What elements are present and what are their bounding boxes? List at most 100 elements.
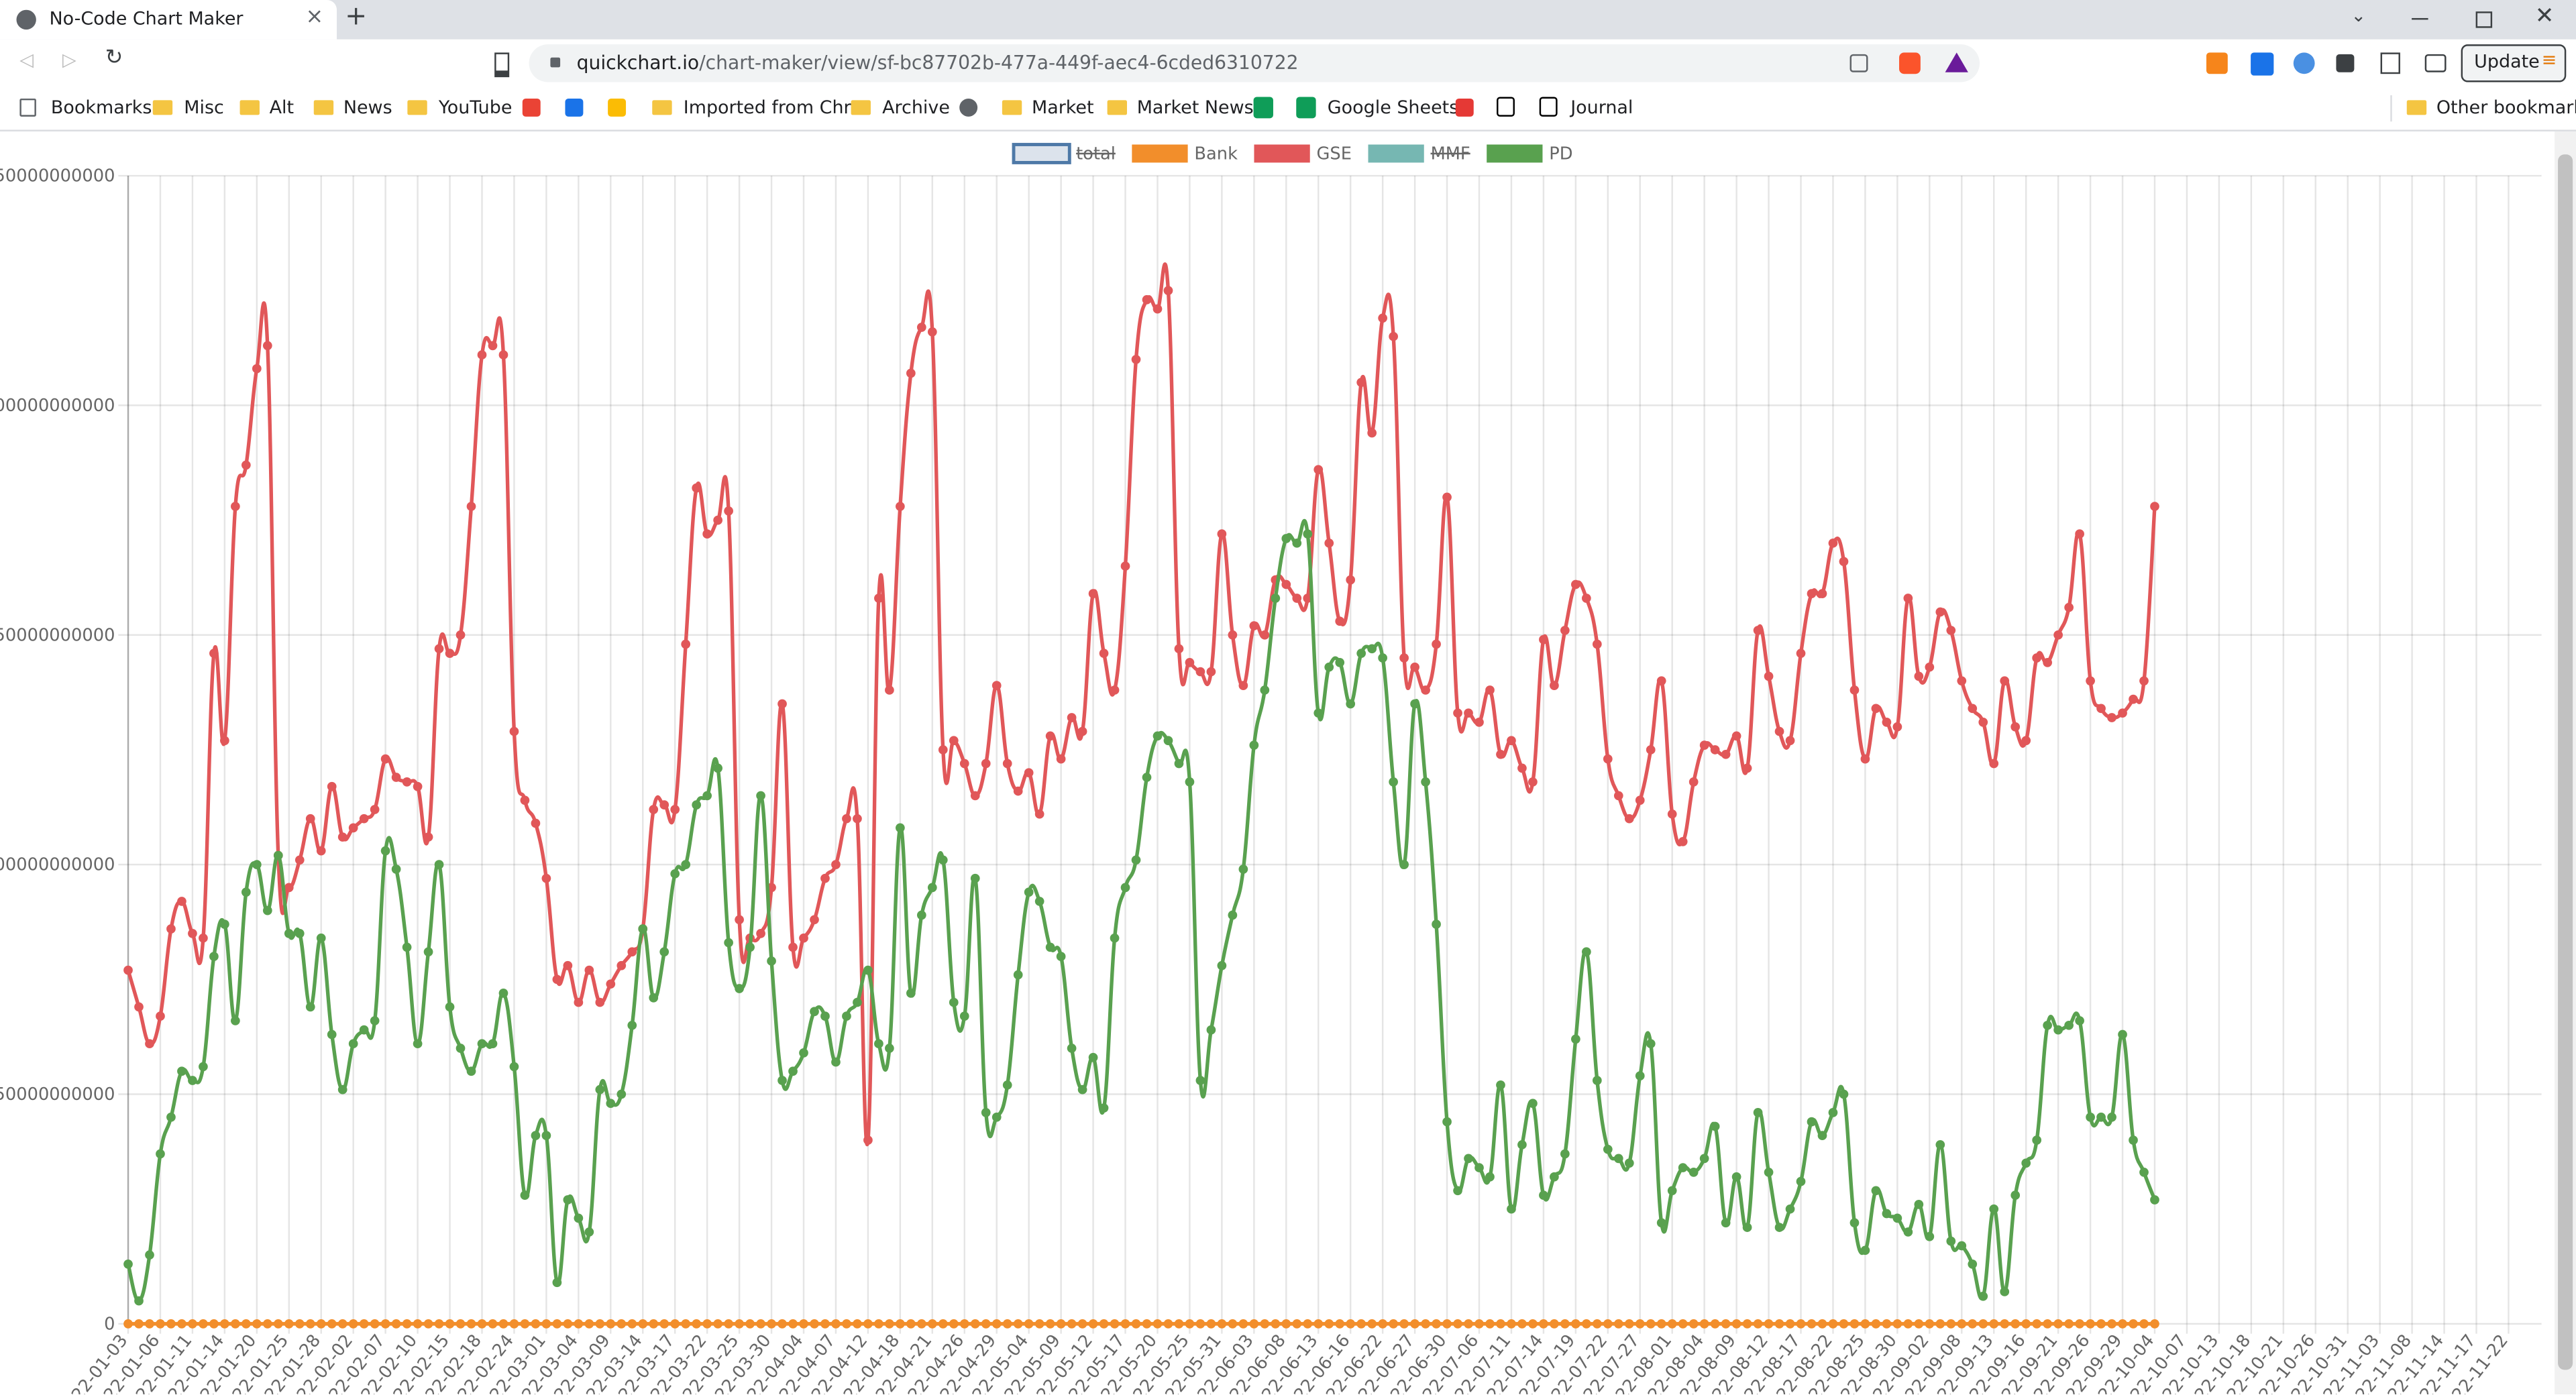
data-point [1249, 621, 1259, 630]
bookmark[interactable]: Bookmarks [50, 97, 152, 119]
gmail-icon[interactable] [522, 98, 541, 117]
data-point [831, 860, 841, 870]
data-point [896, 823, 905, 833]
data-point [563, 1195, 573, 1205]
sidebar[interactable] [2380, 52, 2400, 74]
data-point [1935, 1139, 1945, 1150]
data-point [799, 933, 808, 943]
data-point [885, 685, 894, 695]
rewards-icon[interactable] [1945, 52, 1968, 72]
other-bookmarks[interactable]: Other bookmarks [2436, 97, 2576, 119]
back[interactable]: ◁ [19, 49, 34, 71]
data-point [1742, 1223, 1752, 1232]
active-tab[interactable]: No-Code Chart Maker × [0, 0, 337, 40]
data-point [466, 1066, 476, 1076]
forward[interactable]: ▷ [62, 49, 76, 71]
bookmark[interactable]: Archive [882, 97, 950, 119]
new-tab[interactable]: + [345, 0, 368, 32]
data-point [1710, 745, 1720, 755]
data-point [1174, 1319, 1184, 1329]
bookmark[interactable]: Market [1031, 97, 1094, 119]
bookmark-star[interactable] [494, 52, 510, 78]
data-point [262, 1319, 272, 1329]
data-point [1731, 1172, 1741, 1182]
data-point [241, 1319, 251, 1329]
data-point [1077, 1084, 1087, 1095]
data-point [1989, 1319, 1999, 1329]
close-window[interactable]: ✕ [2534, 3, 2555, 30]
reload[interactable]: ↻ [105, 46, 123, 71]
red-icon[interactable] [1455, 98, 1474, 117]
data-point [1238, 864, 1248, 874]
update-button[interactable]: Update ≡ [2461, 44, 2567, 82]
bookmark[interactable]: Journal [1570, 97, 1633, 119]
scroll-thumb[interactable] [2558, 154, 2573, 1370]
data-point [702, 791, 712, 801]
data-point [1807, 1319, 1817, 1329]
data-point [595, 997, 605, 1007]
share-icon[interactable] [1849, 54, 1868, 72]
tab-search[interactable]: ⌄ [2351, 5, 2367, 27]
data-point [1968, 1260, 1978, 1269]
data-point [166, 924, 176, 934]
brave-icon[interactable] [1899, 52, 1921, 74]
data-point [670, 869, 680, 879]
data-point [1678, 1163, 1688, 1172]
data-point [1603, 754, 1613, 764]
wallet[interactable] [2424, 54, 2447, 72]
data-point [1935, 1319, 1945, 1329]
legend-label[interactable]: PD [1549, 144, 1572, 164]
data-point [241, 887, 251, 897]
keep-icon[interactable] [608, 98, 627, 117]
bookmark[interactable]: Misc [184, 97, 224, 119]
legend-label[interactable]: Bank [1194, 144, 1238, 164]
data-point [466, 1319, 476, 1329]
notion-icon[interactable] [1497, 97, 1515, 117]
data-point [1045, 942, 1055, 952]
bookmark[interactable]: Alt [269, 97, 294, 119]
ext-metamask[interactable] [2206, 52, 2228, 74]
bookmark[interactable]: Google Sheets [1327, 97, 1459, 119]
restore[interactable] [2475, 11, 2493, 28]
data-point [885, 1044, 894, 1053]
bookmark[interactable]: Imported from Chr... [683, 97, 867, 119]
sheets-icon [1296, 97, 1316, 119]
data-point [1903, 1227, 1913, 1237]
data-point [2129, 1135, 2138, 1145]
data-point [606, 979, 616, 989]
data-point [231, 1319, 240, 1329]
data-point [1517, 1319, 1527, 1329]
bookmark[interactable]: News [343, 97, 392, 119]
legend-label[interactable]: GSE [1317, 144, 1352, 164]
tab-close[interactable]: × [305, 5, 324, 30]
data-point [294, 1319, 305, 1329]
ext-blue[interactable] [2293, 52, 2315, 74]
data-point [199, 1319, 208, 1329]
data-point [252, 364, 262, 374]
data-point [1603, 1319, 1613, 1329]
bookmark[interactable]: YouTube [438, 97, 513, 119]
globe-icon[interactable] [959, 98, 978, 117]
legend-swatch [1254, 144, 1310, 163]
data-point [552, 974, 562, 985]
minimize[interactable] [2412, 17, 2428, 20]
data-point [938, 855, 948, 865]
data-point [2000, 676, 2010, 686]
data-point [1077, 726, 1087, 736]
data-point [1892, 722, 1902, 732]
data-point [134, 1002, 144, 1012]
bookmark[interactable]: Market News [1136, 97, 1254, 119]
data-point [616, 960, 627, 970]
calendar-icon[interactable] [565, 98, 584, 117]
data-point [970, 873, 980, 883]
ext-calendar[interactable] [2251, 52, 2274, 76]
data-point [1774, 726, 1784, 736]
address-bar[interactable]: quickchart.io/chart-maker/view/sf-bc8770… [529, 44, 1980, 82]
data-point [2053, 1319, 2063, 1329]
data-point [1067, 713, 1077, 722]
data-point [1313, 1319, 1324, 1329]
data-point [1496, 1080, 1505, 1090]
sheets-icon[interactable] [1253, 97, 1273, 119]
scrollbar[interactable] [2555, 131, 2576, 1395]
ext-puzzle[interactable] [2336, 54, 2355, 72]
